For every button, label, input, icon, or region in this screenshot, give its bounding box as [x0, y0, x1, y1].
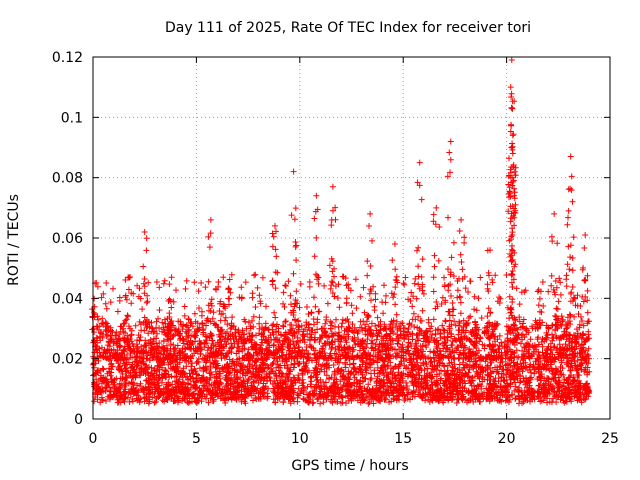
y-tick-label: 0: [74, 412, 83, 428]
y-tick-label: 0.06: [52, 231, 83, 247]
chart-title: Day 111 of 2025, Rate Of TEC Index for r…: [165, 20, 531, 36]
roti-point: [487, 247, 494, 254]
x-tick-label: 15: [394, 431, 412, 447]
roti-point: [458, 216, 465, 223]
axis-ticks: 0 5 10 15 20 25 0 0.02 0.04 0.06 0.08 0.1 0.12: [52, 50, 619, 447]
x-tick-label: 10: [291, 431, 309, 447]
roti-point: [391, 241, 398, 248]
x-tick-label: 5: [192, 431, 201, 447]
roti-point: [207, 216, 214, 223]
roti-point: [567, 153, 574, 160]
roti-point: [290, 168, 297, 175]
roti-point: [125, 274, 132, 281]
roti-point: [220, 274, 227, 281]
roti-point: [508, 105, 515, 112]
roti-point: [313, 192, 320, 199]
x-tick-label: 25: [601, 431, 619, 447]
roti-point: [168, 274, 175, 281]
roti-point: [509, 174, 516, 181]
roti-point: [329, 183, 336, 190]
roti-point: [141, 228, 148, 235]
roti-point: [271, 222, 278, 229]
x-tick-label: 0: [89, 431, 98, 447]
grid-lines: [93, 57, 610, 419]
data-points: [89, 57, 593, 407]
roti-point: [509, 132, 516, 139]
y-tick-label: 0.02: [52, 352, 83, 368]
y-tick-label: 0.08: [52, 171, 83, 187]
roti-point: [447, 138, 454, 145]
x-axis-label: GPS time / hours: [291, 458, 408, 474]
roti-point: [508, 57, 515, 64]
roti-point: [416, 159, 423, 166]
roti-point: [507, 84, 514, 91]
roti-point: [367, 210, 374, 217]
y-tick-label: 0.12: [52, 50, 83, 66]
roti-point: [582, 231, 589, 238]
y-tick-label: 0.1: [61, 110, 83, 126]
y-tick-label: 0.04: [52, 291, 83, 307]
x-tick-label: 20: [498, 431, 516, 447]
roti-point-cloud: [89, 90, 593, 407]
roti-point: [551, 210, 558, 217]
roti-point: [565, 207, 572, 214]
roti-point: [433, 204, 440, 211]
y-axis-label: ROTI / TECUs: [6, 194, 22, 286]
roti-point: [509, 150, 516, 157]
